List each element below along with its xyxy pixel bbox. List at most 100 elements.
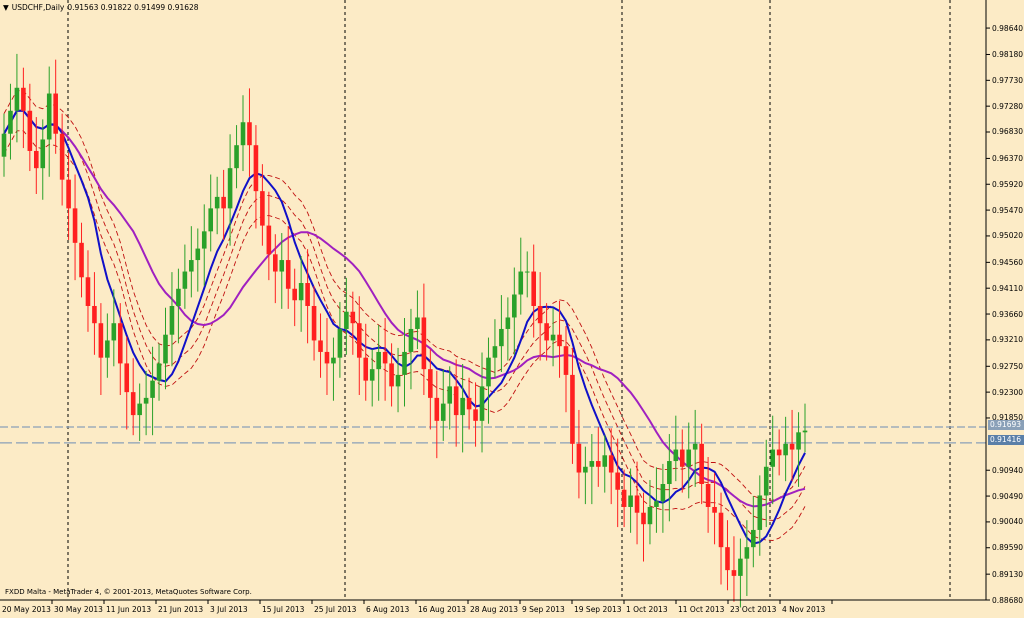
bull-candle [344,311,349,329]
x-tick-label: 11 Oct 2013 [678,605,725,614]
bear-candle [570,374,575,444]
bull-candle [492,346,498,358]
bull-candle [240,122,246,146]
bull-candle [137,403,142,416]
x-tick-label: 16 Aug 2013 [418,605,467,614]
bear-candle [79,242,84,278]
envelope-lower-line [3,130,806,541]
bull-candle [660,484,666,502]
bull-candle [550,334,556,341]
bull-candle [686,449,692,467]
x-tick-label: 1 Oct 2013 [626,605,668,614]
x-tick-label: 9 Sep 2013 [522,605,565,614]
bull-candle [524,271,530,273]
bull-candle [447,386,453,404]
bear-candle [641,512,646,525]
bear-candle [98,323,104,358]
bull-candle [8,110,13,134]
bear-candle [363,357,369,381]
bear-candle [428,369,433,398]
bull-candle [298,283,304,301]
bear-candle [531,271,536,306]
bull-candle [208,208,214,232]
bear-candle [537,305,543,324]
bear-candle [260,191,265,226]
x-tick-label: 25 Jul 2013 [314,605,357,614]
bull-candle [14,87,20,111]
bear-candle [318,340,323,352]
x-tick-label: 11 Jun 2013 [106,605,152,614]
bull-candle [46,93,52,140]
bull-candle [176,288,181,306]
bear-candle [21,87,26,111]
bull-candle [460,397,465,416]
y-tick-label: 0.90490 [992,491,1024,501]
bear-candle [130,392,136,416]
bull-candle [673,449,679,462]
y-tick-label: 0.97280 [992,101,1024,111]
bear-candle [731,570,737,576]
triangle-down-icon[interactable]: ▼ [3,3,9,12]
bid-price-tag: 0.91693 [988,420,1024,430]
bull-candle [163,334,168,364]
bull-candle [505,317,511,329]
bull-candle [376,351,381,370]
bear-candle [421,317,427,370]
bear-candle [453,386,459,416]
bull-candle [628,495,633,507]
bear-candle [285,260,291,289]
bull-candle [486,357,491,387]
bear-candle [356,323,362,358]
bull-candle [234,145,239,169]
bear-candle [350,311,356,324]
bull-candle [279,260,285,272]
bear-candle [53,93,58,134]
y-tick-label: 0.89590 [992,543,1024,553]
bull-candle [770,449,776,467]
bull-candle [802,430,808,433]
y-tick-label: 0.94110 [992,283,1024,293]
envelope-upper-line [3,90,806,501]
y-tick-label: 0.95470 [992,205,1024,215]
bull-candle [744,547,750,559]
bull-candle [692,443,698,450]
bull-candle [757,495,763,530]
bull-candle [738,558,743,576]
bull-candle [1,133,7,157]
bear-candle [124,363,130,393]
bear-candle [72,208,78,243]
bull-candle [227,168,233,209]
bear-candle [473,409,478,421]
bear-candle [305,283,310,306]
bull-candle [214,196,220,209]
bull-candle [415,317,420,329]
symbol-label: USDCHF,Daily [11,3,65,12]
y-tick-label: 0.97730 [992,75,1024,85]
y-tick-label: 0.93210 [992,335,1024,345]
slow-ma-line [3,109,806,508]
bear-candle [27,110,33,151]
chart-title: ▼ USDCHF,Daily 0.91563 0.91822 0.91499 0.9… [3,3,202,12]
bull-candle [783,443,788,456]
bull-candle [156,363,162,381]
y-tick-label: 0.90940 [992,465,1024,475]
bull-candle [518,271,524,295]
x-tick-label: 4 Nov 2013 [782,605,826,614]
y-tick-label: 0.96830 [992,127,1024,137]
bull-candle [369,369,375,381]
bull-candle [337,328,343,358]
envelope-mid-line [3,110,806,521]
bull-candle [150,380,155,398]
bear-candle [292,288,297,301]
bull-candle [143,397,149,404]
y-tick-label: 0.95920 [992,179,1024,189]
y-tick-label: 0.98180 [992,49,1024,59]
bull-candle [796,432,801,450]
bear-candle [59,133,65,180]
bull-candle [479,386,485,421]
bull-candle [499,328,504,347]
bull-candle [331,357,336,364]
bull-candle [602,455,608,467]
